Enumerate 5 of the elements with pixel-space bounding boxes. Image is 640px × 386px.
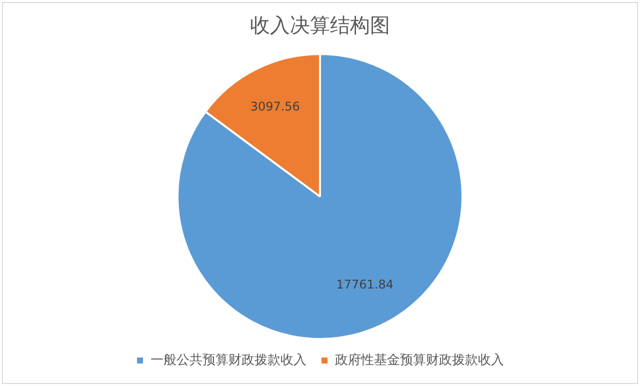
data-label: 3097.56 (250, 100, 300, 114)
legend-label: 一般公共预算财政拨款收入 (150, 352, 306, 368)
chart-title: 收入决算结构图 (250, 13, 390, 38)
legend-label: 政府性基金预算财政拨款收入 (335, 352, 504, 368)
data-label: 17761.84 (336, 278, 394, 292)
